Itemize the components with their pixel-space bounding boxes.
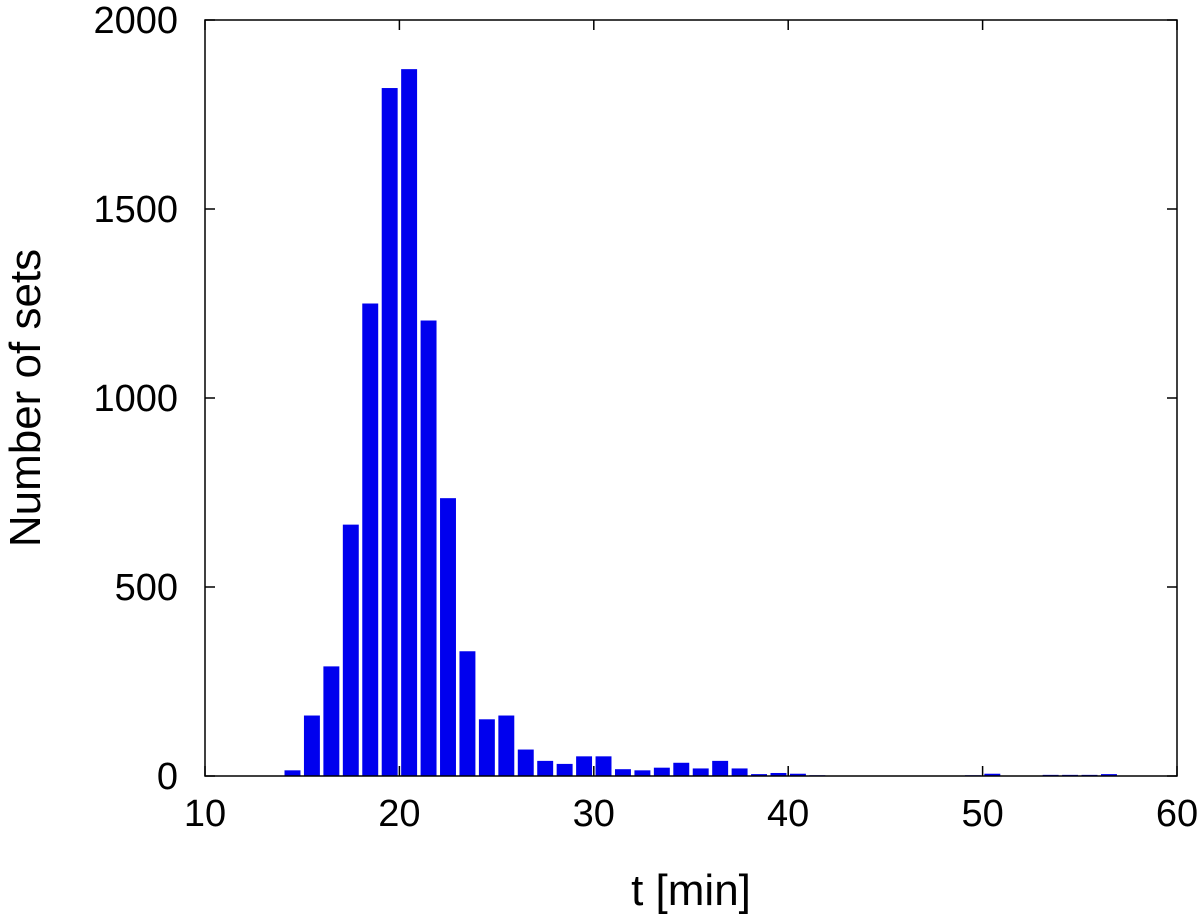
x-tick-label-40: 40 — [767, 793, 809, 835]
bar-33.5 — [653, 767, 670, 776]
bar-32.5 — [634, 770, 651, 776]
bar-21.5 — [420, 320, 437, 776]
bar-18.5 — [362, 303, 379, 776]
y-tick-label-1500: 1500 — [93, 189, 178, 231]
bar-50.5 — [984, 773, 1001, 776]
x-axis-label: t [min] — [631, 866, 751, 915]
bar-16.5 — [323, 666, 340, 776]
bar-37.5 — [731, 768, 748, 776]
bar-30.5 — [595, 756, 612, 776]
bar-27.5 — [537, 760, 554, 776]
bar-19.5 — [381, 88, 398, 777]
bar-35.5 — [692, 768, 709, 776]
y-tick-label-2000: 2000 — [93, 0, 178, 42]
bar-26.5 — [517, 749, 534, 776]
bar-29.5 — [576, 756, 593, 776]
bar-31.5 — [614, 769, 631, 776]
bar-28.5 — [556, 763, 573, 776]
bar-25.5 — [498, 715, 515, 776]
bar-23.5 — [459, 651, 476, 776]
bar-40.5 — [789, 773, 806, 776]
x-tick-label-60: 60 — [1156, 793, 1198, 835]
y-tick-label-500: 500 — [115, 567, 178, 609]
tick-labels-group: 10 20 30 40 50 60 0 500 1000 1500 2000 — [93, 0, 1198, 835]
bar-34.5 — [673, 762, 690, 776]
bar-36.5 — [712, 760, 729, 776]
bar-17.5 — [342, 524, 359, 776]
bar-14.5 — [284, 770, 301, 776]
bar-24.5 — [478, 719, 495, 776]
y-tick-label-0: 0 — [157, 756, 178, 798]
bar-22.5 — [440, 498, 456, 776]
x-tick-label-30: 30 — [573, 793, 615, 835]
x-tick-label-50: 50 — [961, 793, 1003, 835]
y-tick-label-1000: 1000 — [93, 378, 178, 420]
x-tick-label-10: 10 — [184, 793, 226, 835]
y-axis-label: Number of sets — [1, 249, 50, 547]
bar-15.5 — [303, 715, 320, 776]
bar-20.5 — [401, 69, 418, 776]
bar-38.5 — [751, 774, 768, 776]
bar-56.5 — [1100, 774, 1117, 776]
bar-39.5 — [770, 772, 787, 776]
x-tick-label-20: 20 — [378, 793, 420, 835]
bars-group — [284, 69, 1117, 777]
ticks-group — [204, 19, 1178, 777]
